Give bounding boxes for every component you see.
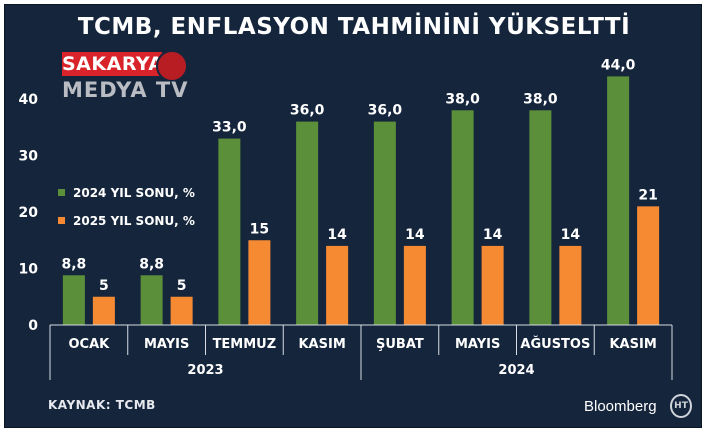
bar-2025	[403, 245, 426, 325]
bar-value-label: 38,0	[523, 91, 558, 107]
bar-2025	[481, 245, 504, 325]
bar-2024	[140, 275, 163, 325]
x-category-label: KASIM	[298, 337, 345, 352]
bar-value-label: 8,8	[61, 256, 86, 272]
y-tick-label: 40	[19, 92, 39, 108]
bar-value-label: 5	[177, 278, 187, 294]
legend-swatch-2024	[58, 189, 65, 196]
legend-item-2024: 2024 YIL SONU, %	[58, 186, 195, 200]
legend-label-2025: 2025 YIL SONU, %	[73, 214, 195, 228]
bar-value-label: 15	[250, 221, 269, 237]
bar-value-label: 38,0	[445, 91, 480, 107]
bar-value-label: 8,8	[139, 256, 164, 272]
bar-value-label: 5	[99, 278, 109, 294]
bar-2024	[373, 121, 396, 325]
x-category-label: TEMMUZ	[213, 337, 277, 352]
bar-value-label: 21	[638, 187, 657, 203]
bar-value-label: 14	[405, 227, 425, 243]
y-tick-label: 20	[19, 205, 39, 221]
bar-2025	[248, 240, 271, 325]
y-tick-label: 30	[19, 149, 39, 165]
legend-label-2024: 2024 YIL SONU, %	[73, 186, 195, 200]
y-tick-label: 0	[28, 318, 38, 334]
x-category-label: AĞUSTOS	[520, 336, 590, 352]
bar-2024	[62, 275, 85, 325]
bar-2024	[451, 110, 474, 325]
y-tick-label: 10	[19, 262, 39, 278]
bar-2024	[218, 138, 241, 325]
chart-title: TCMB, ENFLASYON TAHMİNİNİ YÜKSELTTİ	[77, 14, 631, 40]
bar-value-label: 33,0	[212, 120, 247, 136]
x-category-label: OCAK	[69, 337, 111, 352]
bar-value-label: 14	[561, 227, 581, 243]
legend-swatch-2025	[58, 217, 65, 224]
x-category-label: KASIM	[609, 337, 656, 352]
x-category-label: ŞUBAT	[376, 337, 424, 352]
legend-item-2025: 2025 YIL SONU, %	[58, 214, 195, 228]
bar-2024	[529, 110, 552, 325]
ht-icon: HT	[670, 394, 692, 418]
bar-2025	[92, 296, 115, 325]
bar-2024	[607, 76, 630, 326]
source-note: KAYNAK: TCMB	[48, 398, 156, 412]
bar-value-label: 44,0	[601, 57, 636, 73]
bar-2025	[326, 245, 349, 325]
brand-logo: Bloomberg	[584, 398, 657, 415]
bar-2025	[559, 245, 582, 325]
watermark-line1: SAKARYA	[62, 52, 164, 76]
group-label: 2024	[498, 363, 534, 378]
bar-value-label: 14	[483, 227, 503, 243]
globe-icon	[156, 50, 188, 82]
bar-2024	[296, 121, 319, 325]
bar-value-label: 36,0	[290, 103, 325, 119]
bar-2025	[170, 296, 193, 325]
watermark-line2: MEDYA TV	[62, 78, 189, 102]
x-category-label: MAYIS	[144, 337, 189, 352]
bar-value-label: 36,0	[368, 103, 403, 119]
watermark-logo: SAKARYA MEDYA TV	[62, 50, 192, 104]
group-label: 2023	[187, 363, 223, 378]
bar-value-label: 14	[327, 227, 347, 243]
bar-2025	[637, 206, 660, 325]
x-category-label: MAYIS	[455, 337, 500, 352]
